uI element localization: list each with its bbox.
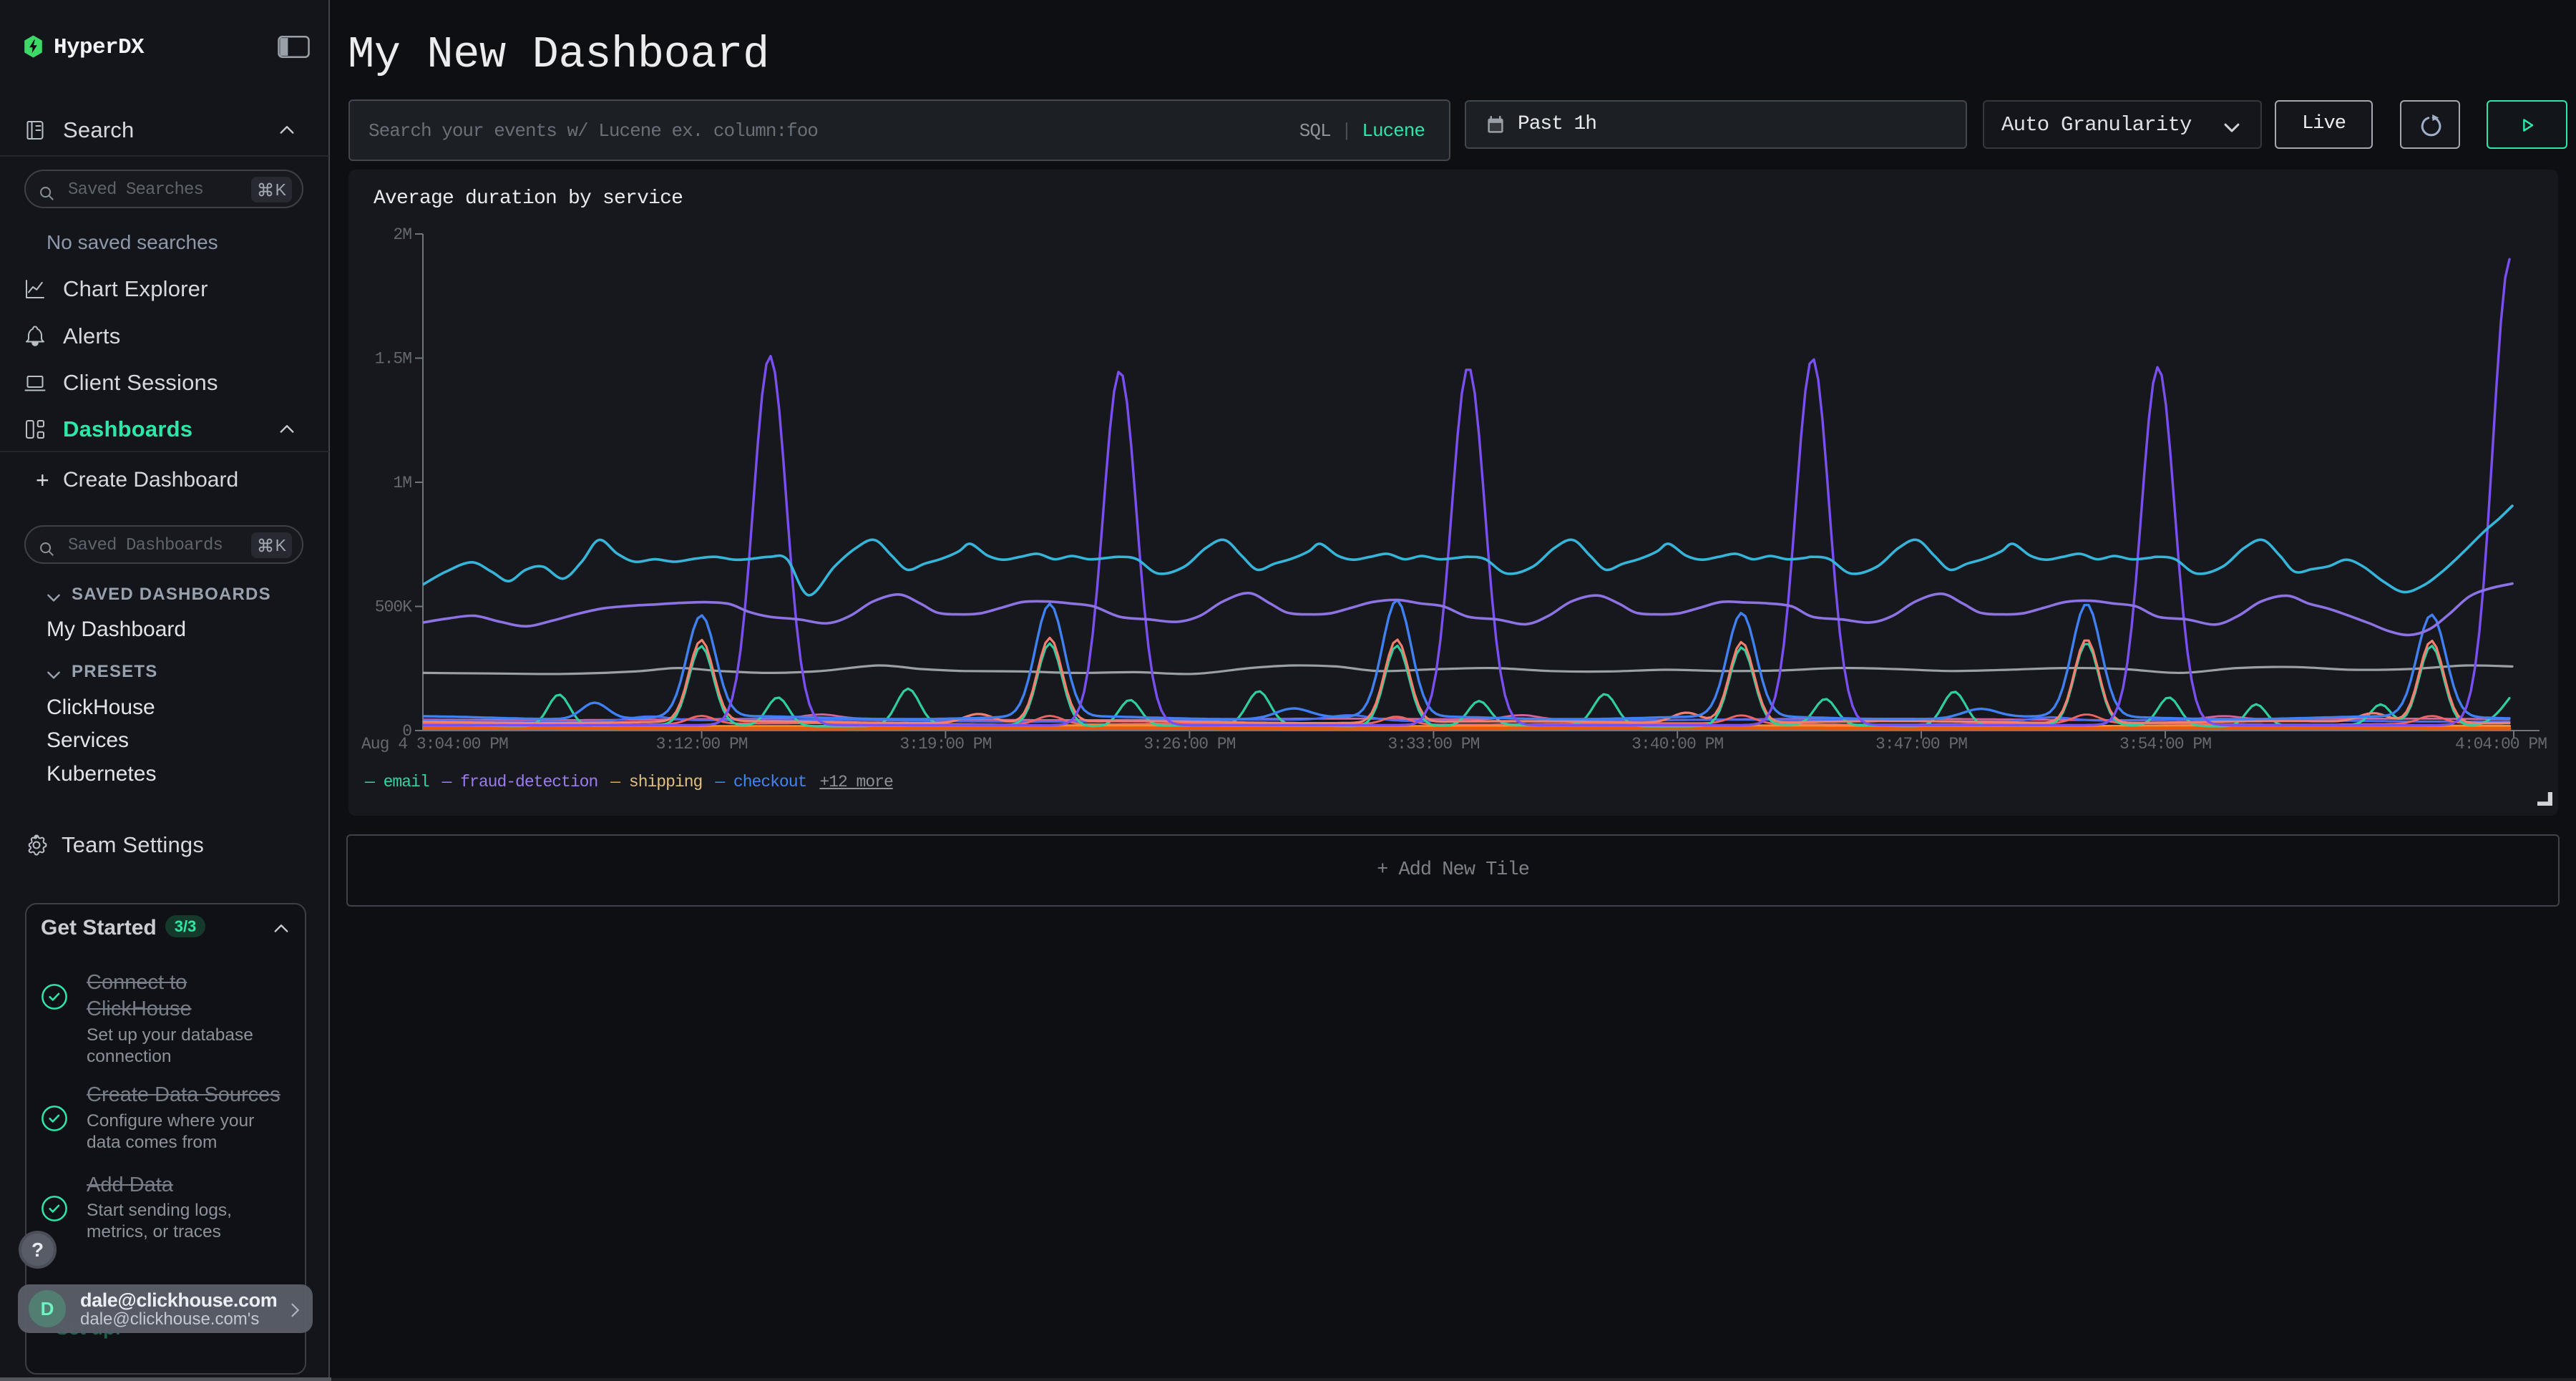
- svg-text:Aug 4 3:04:00 PM: Aug 4 3:04:00 PM: [361, 735, 508, 753]
- svg-text:2M: 2M: [393, 225, 411, 244]
- svg-text:4:04:00 PM: 4:04:00 PM: [2455, 735, 2547, 753]
- svg-text:3:33:00 PM: 3:33:00 PM: [1387, 735, 1479, 753]
- svg-text:500K: 500K: [375, 598, 412, 617]
- svg-text:3:19:00 PM: 3:19:00 PM: [899, 735, 991, 753]
- svg-text:3:54:00 PM: 3:54:00 PM: [2119, 735, 2211, 753]
- svg-text:3:47:00 PM: 3:47:00 PM: [1875, 735, 1967, 753]
- svg-text:3:26:00 PM: 3:26:00 PM: [1143, 735, 1235, 753]
- svg-text:3:40:00 PM: 3:40:00 PM: [1631, 735, 1723, 753]
- svg-text:1.5M: 1.5M: [375, 350, 411, 369]
- svg-text:0: 0: [402, 722, 411, 741]
- svg-text:3:12:00 PM: 3:12:00 PM: [656, 735, 748, 753]
- svg-text:1M: 1M: [393, 474, 411, 492]
